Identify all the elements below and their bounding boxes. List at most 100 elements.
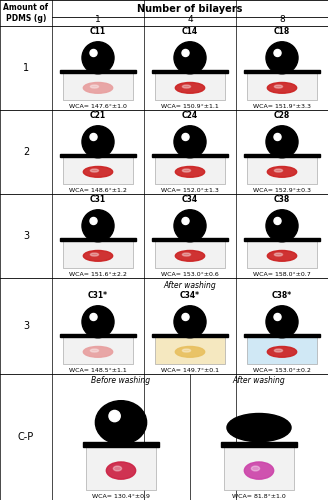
- FancyBboxPatch shape: [244, 334, 320, 337]
- Circle shape: [266, 306, 298, 338]
- Ellipse shape: [83, 82, 113, 94]
- Text: C14: C14: [182, 27, 198, 36]
- Ellipse shape: [251, 466, 259, 471]
- Text: WCA= 151.6°±2.2: WCA= 151.6°±2.2: [69, 272, 127, 277]
- FancyBboxPatch shape: [244, 238, 320, 241]
- Text: WCA= 149.7°±0.1: WCA= 149.7°±0.1: [161, 368, 219, 373]
- Ellipse shape: [91, 349, 99, 352]
- Ellipse shape: [83, 250, 113, 262]
- Ellipse shape: [267, 346, 297, 358]
- Circle shape: [174, 210, 206, 242]
- FancyBboxPatch shape: [86, 447, 156, 490]
- Circle shape: [82, 306, 114, 338]
- Circle shape: [82, 210, 114, 242]
- Text: WCA= 152.9°±0.3: WCA= 152.9°±0.3: [253, 188, 311, 193]
- Text: C21: C21: [90, 111, 106, 120]
- Text: WCA= 150.9°±1.1: WCA= 150.9°±1.1: [161, 104, 219, 109]
- Text: WCA= 147.6°±1.0: WCA= 147.6°±1.0: [69, 104, 127, 109]
- Ellipse shape: [274, 349, 283, 352]
- Text: 1: 1: [23, 63, 29, 73]
- Ellipse shape: [95, 400, 147, 444]
- Ellipse shape: [83, 346, 113, 358]
- Circle shape: [182, 314, 189, 320]
- FancyBboxPatch shape: [224, 447, 294, 490]
- Ellipse shape: [227, 414, 291, 442]
- FancyBboxPatch shape: [60, 70, 136, 73]
- Text: C18: C18: [274, 27, 290, 36]
- FancyBboxPatch shape: [247, 241, 317, 268]
- Ellipse shape: [182, 85, 191, 88]
- Text: WCA= 152.0°±1.3: WCA= 152.0°±1.3: [161, 188, 219, 193]
- FancyBboxPatch shape: [244, 70, 320, 73]
- FancyBboxPatch shape: [155, 241, 225, 268]
- Circle shape: [82, 42, 114, 74]
- Text: WCA= 81.8°±1.0: WCA= 81.8°±1.0: [232, 494, 286, 499]
- Ellipse shape: [267, 250, 297, 262]
- Circle shape: [274, 314, 281, 320]
- FancyBboxPatch shape: [63, 241, 133, 268]
- Text: 4: 4: [187, 15, 193, 24]
- Circle shape: [109, 410, 120, 422]
- Text: C31: C31: [90, 195, 106, 204]
- Text: C31*: C31*: [88, 291, 108, 300]
- Circle shape: [274, 218, 281, 224]
- Ellipse shape: [274, 85, 283, 88]
- Text: 1: 1: [95, 15, 101, 24]
- FancyBboxPatch shape: [152, 154, 228, 157]
- FancyBboxPatch shape: [60, 334, 136, 337]
- Circle shape: [266, 210, 298, 242]
- FancyBboxPatch shape: [155, 157, 225, 184]
- Text: WCA= 130.4°±0.9: WCA= 130.4°±0.9: [92, 494, 150, 499]
- Text: C34: C34: [182, 195, 198, 204]
- Ellipse shape: [91, 253, 99, 256]
- Ellipse shape: [91, 85, 99, 88]
- Ellipse shape: [244, 462, 274, 479]
- Text: C-P: C-P: [18, 432, 34, 442]
- Circle shape: [182, 218, 189, 224]
- Circle shape: [90, 134, 97, 140]
- Circle shape: [274, 134, 281, 140]
- Text: 2: 2: [23, 147, 29, 157]
- Text: WCA= 148.5°±1.1: WCA= 148.5°±1.1: [69, 368, 127, 373]
- Circle shape: [174, 306, 206, 338]
- Text: Amount of
PDMS (g): Amount of PDMS (g): [3, 4, 49, 22]
- FancyBboxPatch shape: [221, 442, 297, 447]
- Text: C38: C38: [274, 195, 290, 204]
- FancyBboxPatch shape: [155, 337, 225, 364]
- Text: C11: C11: [90, 27, 106, 36]
- Text: WCA= 153.0°±0.6: WCA= 153.0°±0.6: [161, 272, 219, 277]
- Ellipse shape: [113, 466, 122, 471]
- Text: Number of bilayers: Number of bilayers: [137, 4, 243, 14]
- FancyBboxPatch shape: [63, 337, 133, 364]
- Circle shape: [174, 126, 206, 158]
- FancyBboxPatch shape: [152, 334, 228, 337]
- Ellipse shape: [91, 169, 99, 172]
- Text: C24: C24: [182, 111, 198, 120]
- Ellipse shape: [175, 166, 205, 177]
- Circle shape: [266, 42, 298, 74]
- Ellipse shape: [182, 169, 191, 172]
- Circle shape: [266, 126, 298, 158]
- Text: After washing: After washing: [233, 376, 285, 385]
- Ellipse shape: [267, 82, 297, 94]
- Circle shape: [90, 314, 97, 320]
- Text: WCA= 148.6°±1.2: WCA= 148.6°±1.2: [69, 188, 127, 193]
- Text: C28: C28: [274, 111, 290, 120]
- Circle shape: [174, 42, 206, 74]
- FancyBboxPatch shape: [152, 70, 228, 73]
- FancyBboxPatch shape: [155, 73, 225, 100]
- FancyBboxPatch shape: [152, 238, 228, 241]
- Circle shape: [274, 50, 281, 56]
- FancyBboxPatch shape: [247, 337, 317, 364]
- Circle shape: [182, 50, 189, 56]
- FancyBboxPatch shape: [83, 442, 159, 447]
- Text: WCA= 158.0°±0.7: WCA= 158.0°±0.7: [253, 272, 311, 277]
- Ellipse shape: [106, 462, 136, 479]
- Circle shape: [82, 126, 114, 158]
- FancyBboxPatch shape: [60, 154, 136, 157]
- FancyBboxPatch shape: [63, 157, 133, 184]
- FancyBboxPatch shape: [63, 73, 133, 100]
- Circle shape: [90, 218, 97, 224]
- Text: WCA= 151.9°±3.3: WCA= 151.9°±3.3: [253, 104, 311, 109]
- Text: 3: 3: [23, 321, 29, 331]
